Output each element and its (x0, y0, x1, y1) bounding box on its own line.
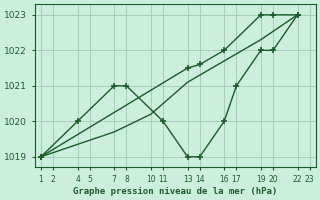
X-axis label: Graphe pression niveau de la mer (hPa): Graphe pression niveau de la mer (hPa) (73, 187, 277, 196)
